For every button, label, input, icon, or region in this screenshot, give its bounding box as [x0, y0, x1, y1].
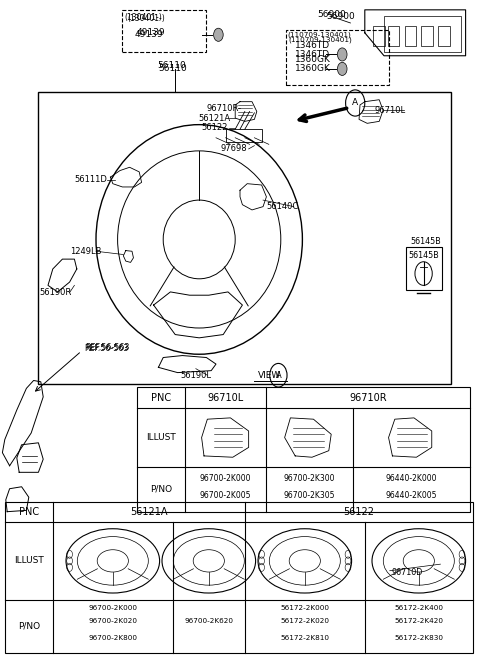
Bar — [405, 26, 416, 46]
Bar — [5, 502, 473, 653]
Bar — [137, 387, 470, 512]
Text: 56900: 56900 — [326, 12, 355, 21]
Bar — [388, 26, 399, 46]
Circle shape — [214, 28, 223, 41]
Text: 56122: 56122 — [202, 123, 228, 133]
Text: 1360GK: 1360GK — [295, 64, 331, 73]
Text: 96710L: 96710L — [207, 392, 244, 403]
Text: 56121A: 56121A — [198, 113, 230, 123]
Text: A: A — [276, 371, 281, 380]
Bar — [38, 92, 451, 384]
Text: 96710L: 96710L — [374, 106, 406, 115]
Text: 1346TD: 1346TD — [295, 50, 330, 59]
Text: REF.56-563: REF.56-563 — [84, 344, 128, 354]
Text: 56172-2K830: 56172-2K830 — [394, 635, 444, 642]
Text: 96440-2K000: 96440-2K000 — [386, 474, 437, 483]
Text: 1249LB: 1249LB — [70, 247, 101, 256]
Text: 96700-2K620: 96700-2K620 — [184, 618, 233, 625]
Bar — [286, 30, 389, 85]
Text: 96710D: 96710D — [391, 568, 422, 577]
Circle shape — [337, 48, 347, 61]
Text: 96700-2K305: 96700-2K305 — [284, 491, 336, 500]
Bar — [421, 26, 433, 46]
Text: PNC: PNC — [19, 506, 39, 517]
Text: (110709-130401): (110709-130401) — [287, 31, 351, 38]
Text: ILLUST: ILLUST — [14, 556, 44, 565]
Text: 1360GK: 1360GK — [295, 54, 331, 64]
Text: 56145B: 56145B — [408, 251, 439, 260]
Bar — [438, 26, 450, 46]
Circle shape — [337, 62, 347, 75]
Text: (110709-130401): (110709-130401) — [288, 36, 352, 43]
Text: 1346TD: 1346TD — [295, 41, 330, 51]
Text: PNC: PNC — [151, 392, 171, 403]
Text: 56172-2K420: 56172-2K420 — [394, 618, 444, 625]
Text: A: A — [352, 98, 358, 108]
Text: 96700-2K000: 96700-2K000 — [200, 474, 252, 483]
Text: 56172-2K020: 56172-2K020 — [280, 618, 329, 625]
Text: 96710R: 96710R — [349, 392, 387, 403]
Text: 56190L: 56190L — [180, 371, 211, 380]
Text: 56110: 56110 — [157, 61, 186, 70]
Text: 96710R: 96710R — [206, 104, 239, 113]
Text: 56122: 56122 — [343, 506, 374, 517]
Text: ILLUST: ILLUST — [146, 433, 176, 442]
Text: 96700-2K020: 96700-2K020 — [88, 618, 137, 625]
Text: REF.56-563: REF.56-563 — [85, 343, 130, 352]
Text: 56900: 56900 — [318, 10, 347, 19]
Text: 56145B: 56145B — [410, 237, 441, 246]
Text: P/NO: P/NO — [18, 622, 40, 631]
Text: 96700-2K300: 96700-2K300 — [284, 474, 336, 483]
Text: (130401-): (130401-) — [125, 12, 163, 22]
Text: 56140C: 56140C — [266, 202, 299, 211]
Bar — [373, 26, 385, 46]
Bar — [384, 16, 461, 52]
Text: 56172-2K000: 56172-2K000 — [280, 605, 329, 611]
Text: (130401-): (130401-) — [127, 14, 165, 23]
Text: 56111D: 56111D — [74, 175, 107, 184]
Text: 96700-2K800: 96700-2K800 — [88, 635, 137, 642]
Text: 56121A: 56121A — [130, 506, 168, 517]
Text: 49139: 49139 — [137, 28, 166, 37]
Text: 56190R: 56190R — [39, 288, 72, 297]
Text: 56172-2K810: 56172-2K810 — [280, 635, 329, 642]
Text: 56172-2K400: 56172-2K400 — [394, 605, 444, 611]
Text: 56110: 56110 — [158, 64, 187, 73]
Text: 96440-2K005: 96440-2K005 — [386, 491, 437, 500]
Text: 96700-2K000: 96700-2K000 — [88, 605, 137, 611]
Bar — [226, 129, 262, 142]
Bar — [122, 10, 206, 52]
Text: 49139: 49139 — [134, 30, 163, 39]
Text: 97698: 97698 — [221, 144, 247, 154]
Text: VIEW: VIEW — [258, 371, 281, 380]
Text: P/NO: P/NO — [150, 485, 172, 494]
Bar — [406, 247, 442, 290]
Text: 96700-2K005: 96700-2K005 — [200, 491, 252, 500]
